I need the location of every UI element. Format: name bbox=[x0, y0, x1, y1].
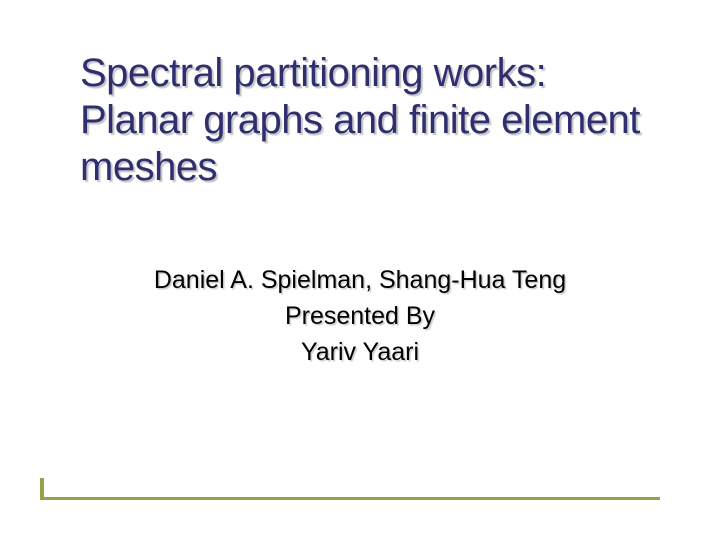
slide-title: Spectral partitioning works: Planar grap… bbox=[80, 50, 660, 192]
slide-body: Daniel A. Spielman, Shang-Hua Teng Prese… bbox=[80, 262, 660, 371]
title-slide: Spectral partitioning works: Planar grap… bbox=[0, 0, 720, 540]
presenter-name: Yariv Yaari bbox=[90, 334, 630, 370]
presented-by-label: Presented By bbox=[90, 298, 630, 334]
authors-line: Daniel A. Spielman, Shang-Hua Teng bbox=[90, 262, 630, 298]
accent-horizontal bbox=[40, 497, 660, 500]
